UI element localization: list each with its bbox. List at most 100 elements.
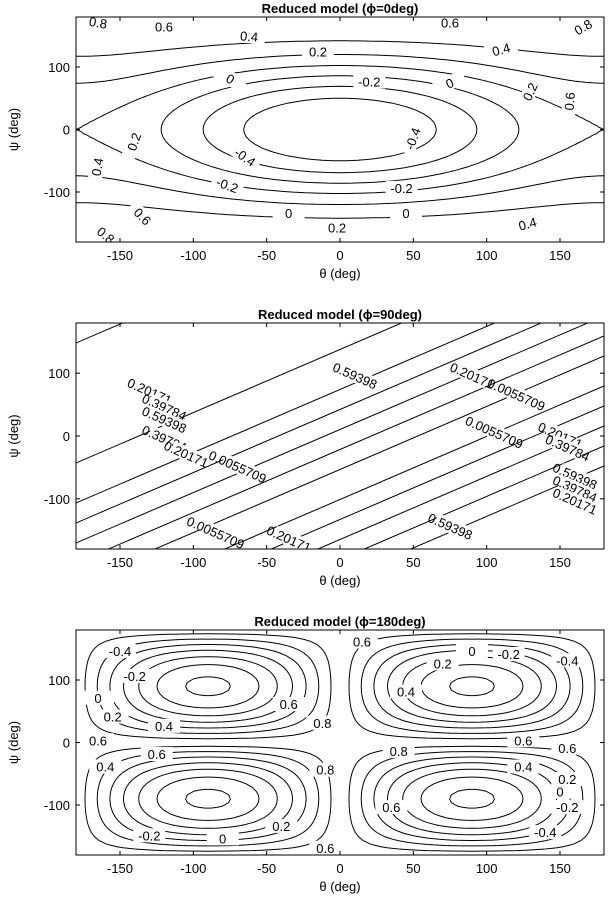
contour-label-bg (560, 84, 578, 118)
contour-lines: -0.4-0.200.20.40.60.60.40.60.60.40.20 -0.… (82, 633, 596, 856)
contour-label: -0.4 (109, 644, 131, 659)
contour-label-bg (483, 38, 519, 61)
contour-label-bg (550, 434, 586, 461)
contour-label-bg (382, 743, 415, 758)
contour-label: 0.8 (313, 716, 331, 731)
contour-label: 0 (285, 206, 292, 221)
y-axis-label: ψ (deg) (6, 721, 21, 764)
contour-label: 0.4 (239, 28, 258, 45)
contour-label-bg (492, 647, 525, 661)
contour-line (76, 323, 496, 504)
contour-label: 0.4 (397, 685, 415, 700)
contour-label-bg (510, 212, 545, 235)
contour-label: -0.2 (123, 669, 145, 684)
contour-label-bg (133, 828, 166, 843)
contour-label: 0.6 (353, 635, 371, 650)
contour-line (107, 335, 604, 549)
contour-label-bg (432, 69, 468, 97)
contour-label: -0.4 (534, 825, 556, 840)
x-tick-label: 50 (406, 555, 420, 570)
contour-label-bg (565, 17, 601, 41)
contour-label-bg (309, 762, 342, 777)
x-tick-label: 150 (549, 861, 571, 876)
contour-label-bg (228, 141, 263, 172)
y-tick-label: 100 (48, 673, 70, 688)
contour-label: 0 (219, 831, 226, 846)
contour-line (36, 0, 613, 250)
contour-label: 0.4 (155, 719, 173, 734)
contour-label-bg (551, 800, 584, 815)
contour-label-bg (321, 220, 354, 235)
contour-label-bg (104, 643, 136, 658)
contour-label-bg (551, 740, 584, 755)
chart-panel-1: 0.8 0.60.40.20 -0.20.60.40 0.2 0.60.80.20.4-… (6, 1, 605, 281)
y-tick-label: 100 (48, 366, 70, 381)
contour-label: 0.6 (280, 697, 298, 712)
x-tick-label: 0 (336, 555, 343, 570)
contour-line (76, 323, 78, 324)
contour-label-bg (346, 634, 378, 649)
contour-label: 0.0055709 (485, 375, 547, 414)
contour-label: 0.8 (316, 763, 334, 778)
contour-label-bg (432, 513, 468, 540)
y-tick-label: 100 (48, 60, 70, 75)
contour-label-bg (454, 362, 490, 389)
contour-line (223, 385, 604, 549)
x-axis-label: θ (deg) (319, 266, 360, 281)
contour-line (270, 405, 604, 549)
contour-label-bg (126, 200, 159, 233)
contour-label: 0 (468, 644, 475, 659)
contour-label: -0.2 (138, 828, 160, 843)
y-axis: 100 0 -100 ψ (deg) (6, 673, 604, 813)
contour-label-bg (385, 180, 418, 195)
contour-line (76, 323, 543, 524)
contour-label: 0.6 (316, 841, 334, 856)
contour-label-bg (390, 684, 422, 699)
contour-label: -0.2 (358, 75, 380, 90)
contour-label-bg (146, 393, 182, 420)
x-tick-label: 0 (336, 861, 343, 876)
y-tick-label: 0 (63, 123, 70, 138)
contour-label-bg (337, 362, 373, 389)
x-tick-label: -150 (107, 555, 133, 570)
contour-line (76, 323, 403, 464)
x-tick-label: -100 (180, 861, 206, 876)
contour-label-bg (498, 381, 534, 408)
contour-label-bg (306, 715, 339, 730)
contour-label: 0.0055709 (463, 413, 525, 452)
x-tick-label: 150 (549, 248, 571, 263)
contour-label-bg (529, 825, 562, 840)
y-tick-label: -100 (44, 798, 70, 813)
contour-label: 0.2 (520, 80, 541, 103)
contour-label: 0.4 (517, 214, 538, 233)
contour-label-bg (206, 831, 239, 846)
chart-title: Reduced model (ϕ=180deg) (254, 614, 425, 629)
contour-line (156, 664, 524, 821)
contour-label-bg (400, 121, 425, 156)
contour-label: 0.6 (155, 20, 173, 35)
contour-label: 0.2 (309, 45, 327, 60)
contour-label: -0.4 (402, 126, 424, 152)
contour-label: 0.8 (88, 14, 108, 32)
contour-line (76, 54, 604, 205)
contour-label-bg (213, 64, 248, 93)
chart-panel-3: -0.4-0.200.20.40.60.60.40.60.60.40.20 -0.… (6, 614, 605, 894)
contour-label: 0.4 (89, 157, 107, 177)
contour-label-bg (557, 462, 593, 489)
contour-label-bg (220, 453, 256, 480)
contour-label-bg (140, 747, 173, 761)
contour-label: -0.4 (556, 653, 578, 668)
contour-label-bg (507, 733, 540, 748)
x-axis-label: θ (deg) (319, 573, 360, 588)
contour-label-bg (146, 406, 182, 433)
contour-label-bg (390, 205, 422, 220)
contour-label-bg (272, 697, 305, 711)
contour-label: 0.2 (434, 656, 452, 671)
contour-label-bg (148, 19, 180, 34)
x-axis: -150 -100 -50 0 50 100 150 θ (deg) (107, 630, 571, 894)
contour-label: 0.4 (96, 760, 114, 775)
contour-label-bg (121, 124, 146, 160)
contour-label: 0.6 (558, 741, 576, 756)
contour-label-bg (271, 525, 307, 549)
